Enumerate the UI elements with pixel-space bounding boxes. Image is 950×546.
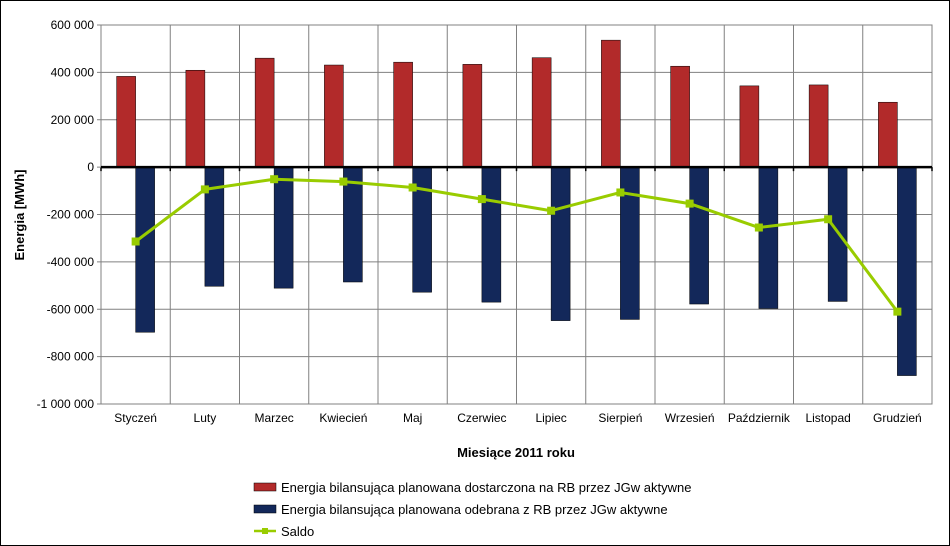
bar-delivered xyxy=(185,69,206,168)
legend: Energia bilansująca planowana dostarczon… xyxy=(253,480,691,539)
y-tick-label: 600 000 xyxy=(51,18,95,32)
saldo-polyline xyxy=(134,177,899,313)
y-tick-label: 0 xyxy=(87,160,94,174)
saldo-marker xyxy=(131,237,140,246)
x-tick-label: Listopad xyxy=(805,411,850,425)
bar-delivered xyxy=(254,57,275,168)
y-tick-label: -400 000 xyxy=(47,255,95,269)
bar-received xyxy=(758,166,779,309)
saldo-line xyxy=(131,175,902,316)
y-tick-label: -600 000 xyxy=(47,302,95,316)
y-tick-label: -200 000 xyxy=(47,208,95,222)
bar-delivered xyxy=(324,64,344,168)
bar-received xyxy=(550,166,571,321)
x-tick-label: Wrzesień xyxy=(665,411,715,425)
bar-delivered xyxy=(739,85,760,168)
legend-marker-saldo xyxy=(262,528,268,534)
legend-swatch-received xyxy=(253,504,277,514)
y-tick-labels: 600 000 400 000 200 000 0 -200 000 -400 000 -6… xyxy=(37,18,101,411)
x-tick-label: Grudzień xyxy=(873,411,922,425)
saldo-marker xyxy=(200,185,209,194)
bar-delivered xyxy=(116,76,136,168)
x-tick-label: Kwiecień xyxy=(319,411,367,425)
saldo-marker xyxy=(824,215,833,224)
legend-label-saldo: Saldo xyxy=(281,524,314,539)
x-tick-label: Październik xyxy=(728,411,791,425)
x-tick-label: Styczeń xyxy=(114,411,157,425)
saldo-marker xyxy=(339,177,348,186)
bar-received xyxy=(481,166,502,303)
x-tick-labels: Styczeń Luty Marzec Kwiecień Maj Czerwiec Lipi… xyxy=(114,411,921,425)
y-tick-label: -1 000 000 xyxy=(37,397,95,411)
bar-received xyxy=(273,166,294,289)
saldo-marker xyxy=(477,195,486,204)
x-tick-label: Maj xyxy=(403,411,422,425)
saldo-marker xyxy=(616,188,625,197)
saldo-marker xyxy=(893,307,902,316)
x-tick-label: Czerwiec xyxy=(457,411,506,425)
bar-delivered xyxy=(601,39,621,168)
bar-received xyxy=(204,166,225,287)
saldo-marker xyxy=(754,223,763,232)
bar-delivered xyxy=(531,57,552,168)
bar-received xyxy=(897,166,917,376)
bar-delivered xyxy=(878,101,898,168)
bar-delivered xyxy=(808,84,829,168)
x-tick-label: Sierpień xyxy=(598,411,642,425)
bar-delivered xyxy=(462,64,483,168)
legend-label-delivered: Energia bilansująca planowana dostarczon… xyxy=(281,480,691,495)
y-tick-label: 200 000 xyxy=(51,113,95,127)
saldo-marker xyxy=(685,199,694,208)
bar-delivered xyxy=(393,61,413,168)
legend-label-received: Energia bilansująca planowana odebrana z… xyxy=(281,502,668,517)
bar-received xyxy=(135,166,155,333)
saldo-marker xyxy=(270,175,279,184)
x-tick-label: Luty xyxy=(194,411,217,425)
x-tick-label: Marzec xyxy=(254,411,293,425)
x-tick-label: Lipiec xyxy=(535,411,566,425)
y-axis-title: Energia [MWh] xyxy=(12,170,27,261)
bar-received xyxy=(689,166,709,305)
legend-swatch-delivered xyxy=(253,482,277,492)
bars xyxy=(116,39,917,376)
zero-axis xyxy=(100,165,933,172)
grid-lines xyxy=(101,24,932,405)
saldo-marker xyxy=(408,183,417,192)
saldo-marker xyxy=(547,206,556,215)
y-tick-label: 400 000 xyxy=(51,65,95,79)
x-axis-title: Miesiące 2011 roku xyxy=(457,445,575,460)
y-tick-label: -800 000 xyxy=(47,350,95,364)
bar-delivered xyxy=(670,65,690,168)
